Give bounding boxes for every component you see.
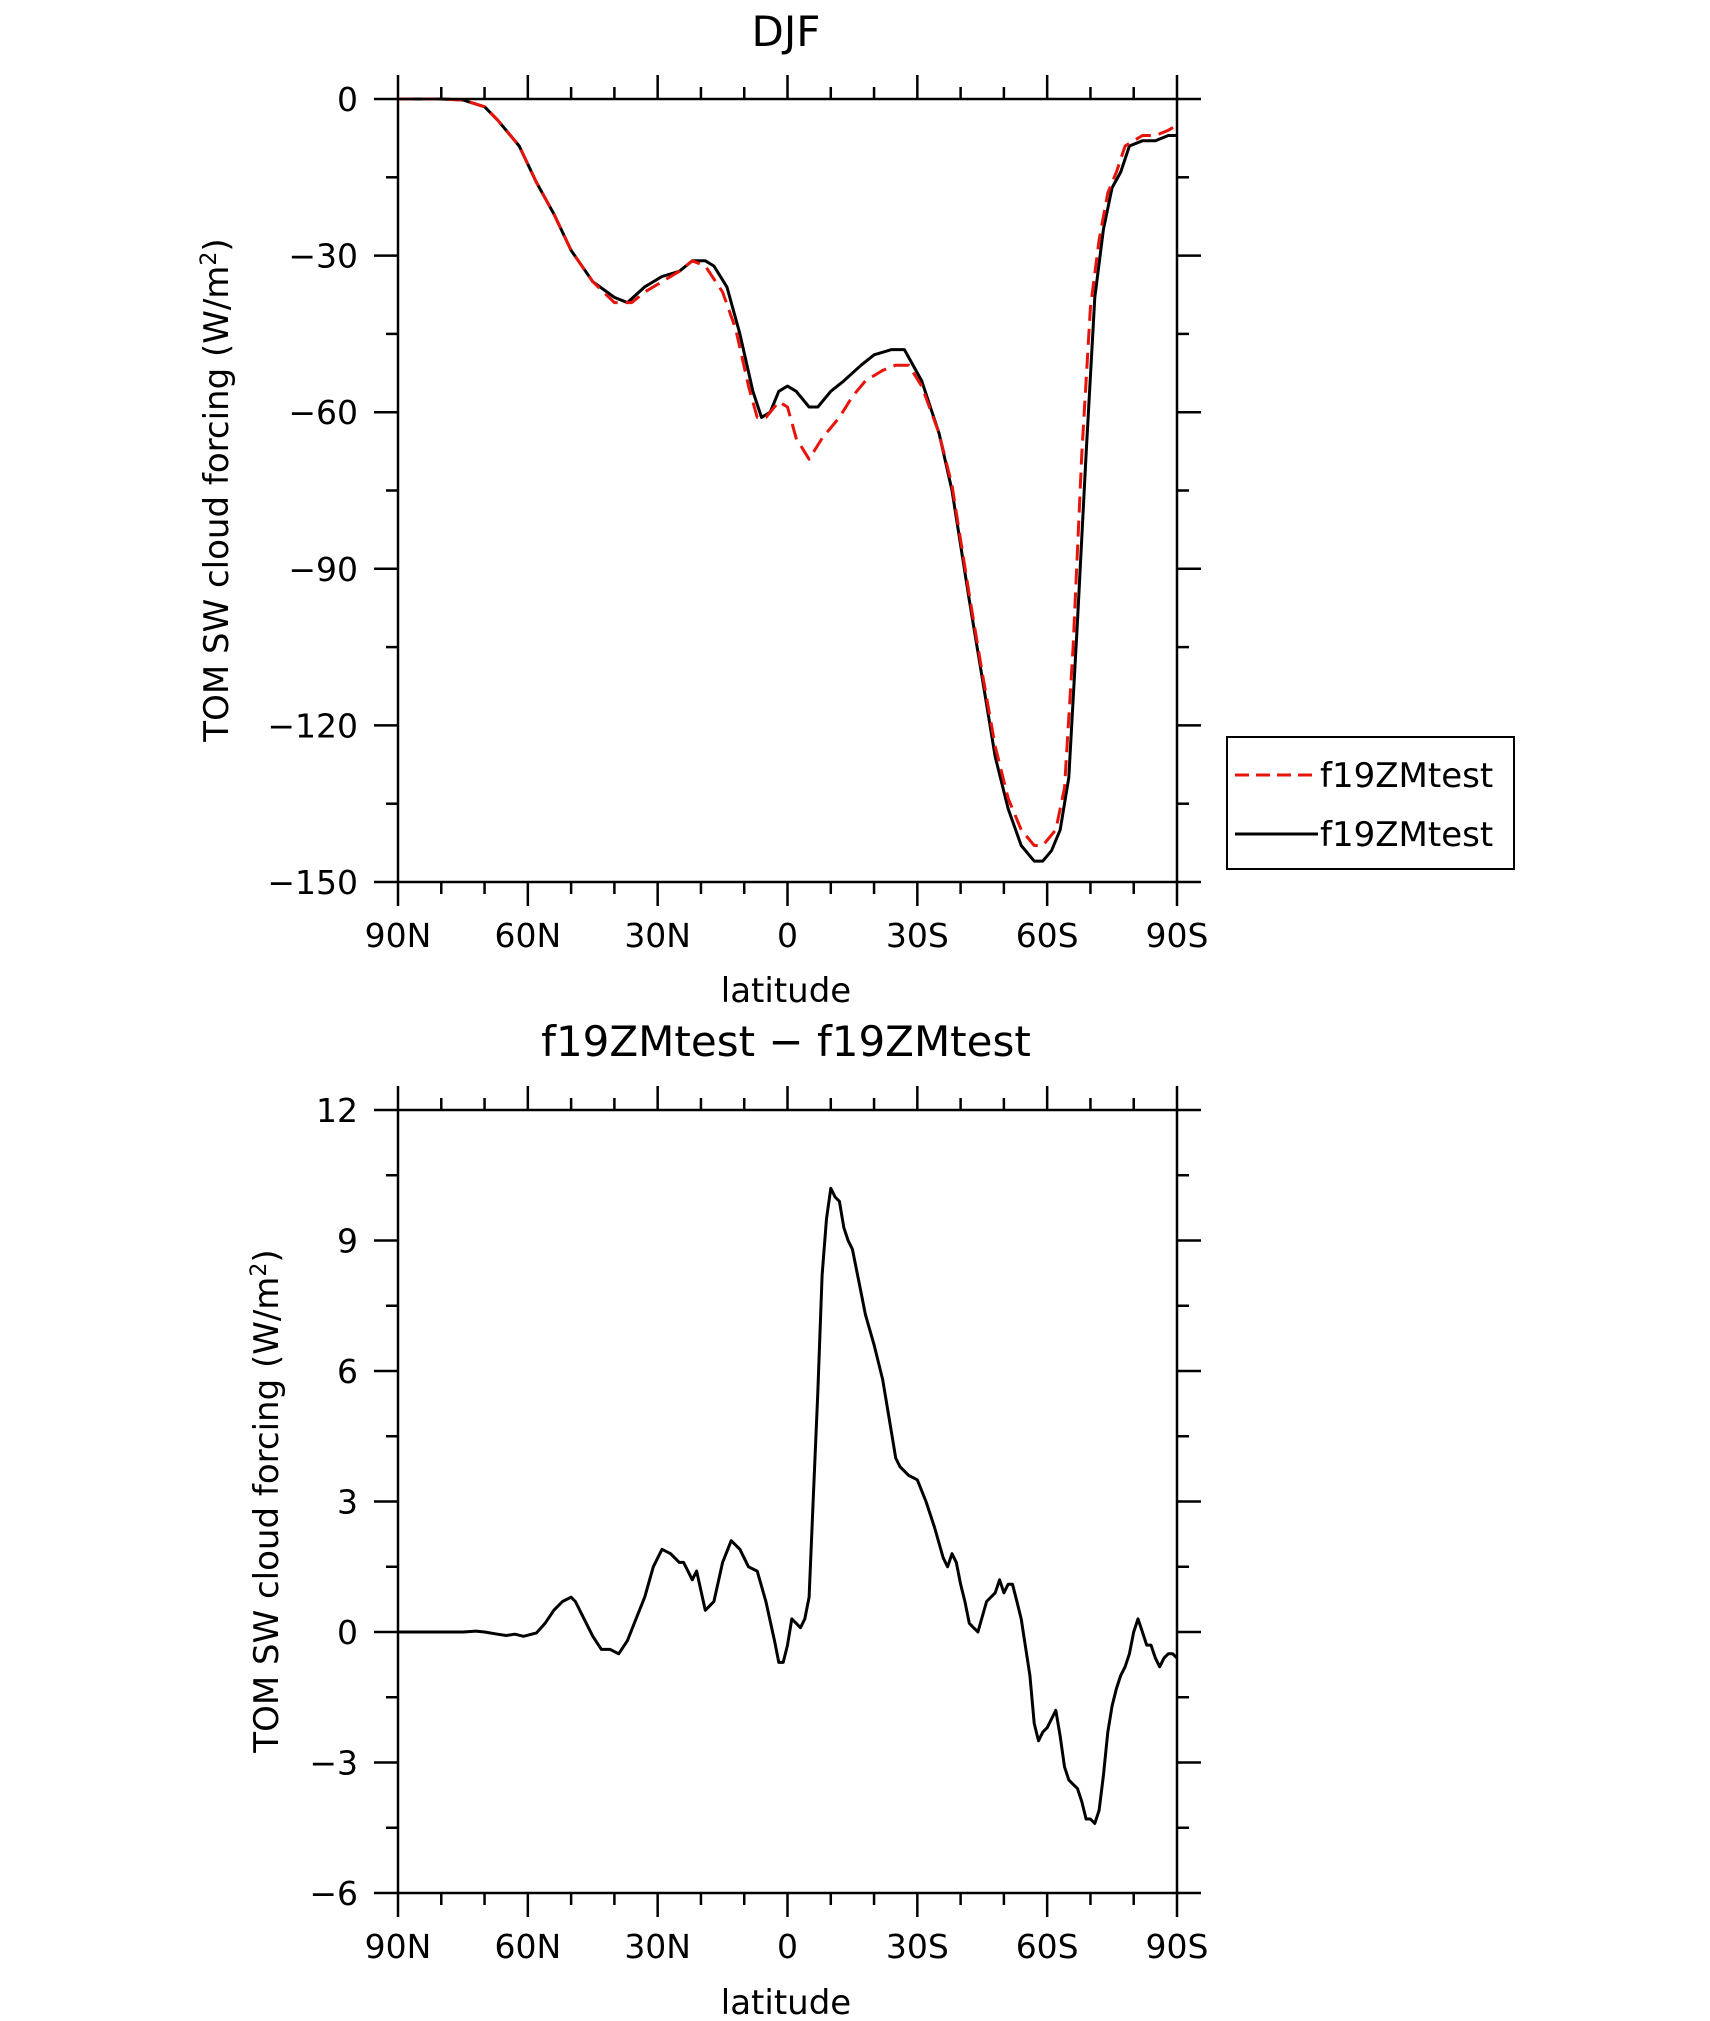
x-tick-label: 30S [886, 916, 949, 955]
x-tick-label: 90S [1146, 1927, 1209, 1966]
plot-lines [398, 1186, 1179, 1825]
y-tick-label: −150 [267, 863, 358, 902]
legend-box [1226, 736, 1515, 870]
x-tick-label: 0 [777, 1927, 798, 1966]
plot-lines [398, 97, 1178, 863]
y-tick-label: −90 [288, 550, 358, 589]
x-tick-label: 60S [1016, 916, 1079, 955]
difference-panel: f19ZMtest − f19ZMtest 90N 60N 30N 0 30S 60S 90… [247, 1017, 1209, 2021]
series-line-1 [398, 97, 1177, 863]
x-tick-label: 30S [886, 1927, 949, 1966]
djf-panel: DJF 90N 60N 30N 0 30S 60S 90S 0 −30 −60 −90 −120 −15… [197, 7, 1515, 1011]
x-tick-label: 60N [494, 916, 561, 955]
y-tick-label: −120 [267, 706, 358, 745]
x-tick-label: 30N [624, 1927, 691, 1966]
y-tick-label: −6 [309, 1874, 358, 1913]
y-tick-label: −3 [309, 1744, 358, 1783]
x-tick-label: 30N [624, 916, 691, 955]
y-tick-label: 9 [337, 1222, 358, 1261]
y-tick-label: −60 [288, 393, 358, 432]
x-axis-title: latitude [721, 971, 851, 1011]
legend-label: f19ZMtest [1320, 815, 1493, 855]
y-tick-label: 12 [316, 1091, 358, 1130]
x-tick-label: 90N [365, 916, 432, 955]
plot-axes: 90N 60N 30N 0 30S 60S 90S 0 −30 −60 −90 −120 −150 [267, 75, 1208, 955]
series-line-0 [398, 97, 1178, 847]
x-tick-label: 60N [494, 1927, 561, 1966]
panel-title: f19ZMtest − f19ZMtest [541, 1017, 1031, 1066]
series-line-0 [398, 1186, 1179, 1825]
x-tick-label: 0 [777, 916, 798, 955]
panel-title: DJF [752, 7, 821, 56]
plot-axes: 90N 60N 30N 0 30S 60S 90S 12 9 6 3 0 −3 −6 [309, 1086, 1208, 1966]
plot-frame [396, 1108, 1179, 1895]
y-tick-label: 3 [337, 1483, 358, 1522]
plot-frame [396, 97, 1179, 884]
y-tick-label: −30 [288, 237, 358, 276]
y-tick-label: 6 [337, 1352, 358, 1391]
x-tick-label: 90N [365, 1927, 432, 1966]
y-axis-title: TOM SW cloud forcing (W/m2) [247, 1249, 288, 1753]
x-tick-label: 90S [1146, 916, 1209, 955]
y-axis-title: TOM SW cloud forcing (W/m2) [197, 238, 238, 742]
x-axis-title: latitude [721, 1983, 851, 2021]
y-tick-label: 0 [337, 1613, 358, 1652]
x-tick-label: 60S [1016, 1927, 1079, 1966]
legend: f19ZMtest f19ZMtest [1226, 736, 1515, 870]
y-tick-label: 0 [337, 80, 358, 119]
legend-label: f19ZMtest [1320, 756, 1493, 796]
